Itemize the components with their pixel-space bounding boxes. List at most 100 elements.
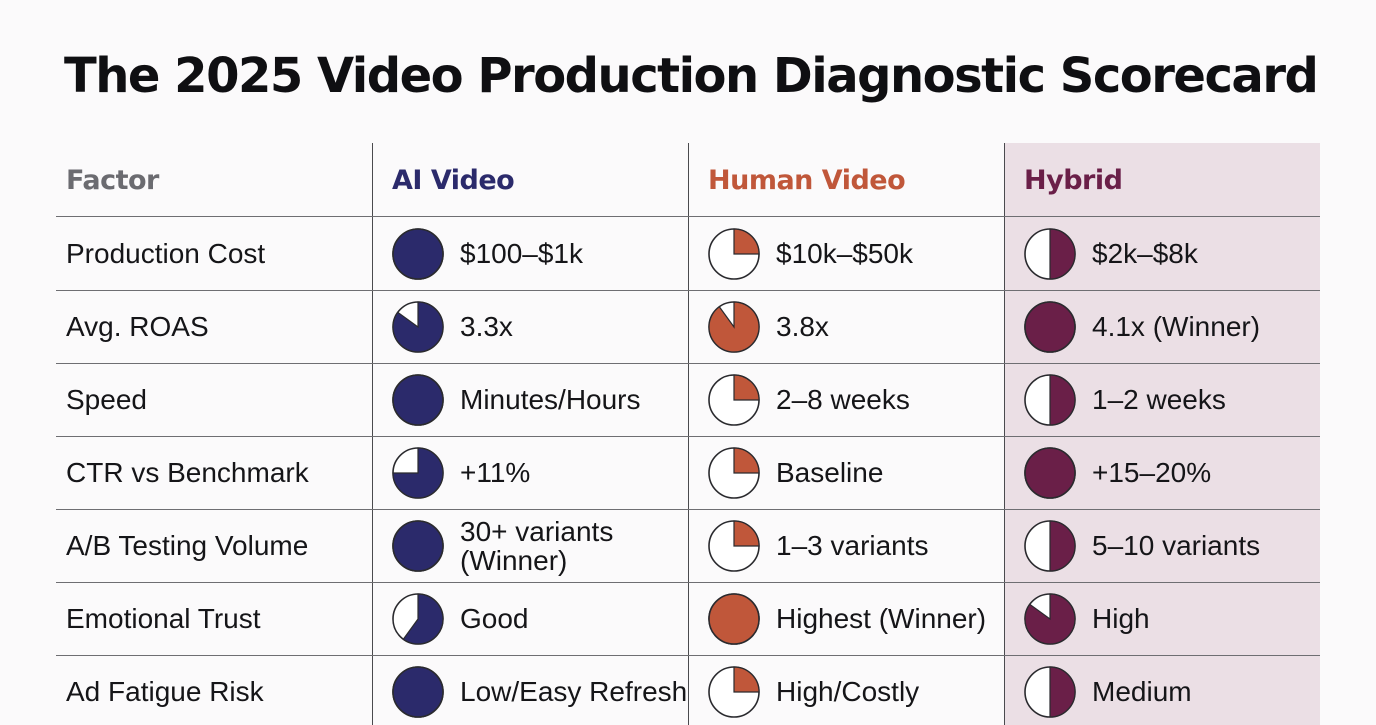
harvey-ball-fill [1024,446,1076,499]
cell-value: High [1092,603,1150,634]
harvey-ball-icon [708,227,760,280]
cell-value: 1–2 weeks [1092,384,1226,415]
header-hybrid: Hybrid [1024,164,1123,196]
cell-value: +11% [460,457,531,488]
harvey-ball-fill [1049,665,1076,718]
harvey-ball-fill [392,227,444,280]
cell-human: Highest (Winner) [708,582,986,655]
cell-ai: $100–$1k [392,217,583,290]
harvey-ball-icon [392,665,444,718]
harvey-ball-icon [392,300,444,353]
factor-label: Production Cost [66,237,266,269]
harvey-ball-fill [1049,227,1076,280]
harvey-ball-fill [733,446,760,474]
table-row: Speed Minutes/Hours 2–8 weeks 1–2 weeks [56,363,1320,436]
cell-value: 2–8 weeks [776,384,910,415]
harvey-ball-icon [708,592,760,645]
table-row: Ad Fatigue Risk Low/Easy Refresh High/Cost… [56,655,1320,725]
cell-value: 3.3x [460,311,513,342]
cell-human: 2–8 weeks [708,363,910,436]
harvey-ball-fill [708,300,760,353]
cell-value: 1–3 variants [776,530,929,561]
harvey-ball-fill [392,665,444,718]
cell-value: +15–20% [1092,457,1212,488]
harvey-ball-icon [1024,665,1076,718]
cell-ai: +11% [392,436,530,509]
cell-ai: Low/Easy Refresh [392,655,687,725]
cell-ai: 3.3x [392,290,513,363]
harvey-ball-fill [402,592,444,645]
cell-hybrid: Medium [1024,655,1192,725]
cell-human: 3.8x [708,290,829,363]
factor-label: A/B Testing Volume [66,529,309,561]
harvey-ball-icon [1024,592,1076,645]
factor-label: Avg. ROAS [66,310,209,342]
cell-value: 30+ variants (Winner) [460,515,614,576]
table-row: Avg. ROAS 3.3x 3.8x 4.1x (Winner) [56,290,1320,363]
row-divider [56,216,1320,217]
harvey-ball-icon [392,227,444,280]
factor-label: Speed [66,383,147,415]
table-row: Production Cost $100–$1k $10k–$50k $2k–$8k [56,217,1320,290]
harvey-ball-fill [1049,519,1076,572]
row-divider [56,509,1320,510]
harvey-ball-fill [1024,592,1076,645]
cell-value: Low/Easy Refresh [460,676,688,707]
cell-value: Minutes/Hours [460,384,641,415]
cell-ai: 30+ variants (Winner) [392,509,613,582]
page-title: The 2025 Video Production Diagnostic Sco… [64,48,1319,104]
row-divider [56,363,1320,364]
cell-hybrid: $2k–$8k [1024,217,1198,290]
harvey-ball-fill [733,227,760,255]
harvey-ball-fill [392,519,444,572]
harvey-ball-icon [708,519,760,572]
harvey-ball-icon [1024,227,1076,280]
table-row: A/B Testing Volume 30+ variants (Winner) 1… [56,509,1320,582]
harvey-ball-icon [708,446,760,499]
cell-value: 5–10 variants [1092,530,1261,561]
harvey-ball-icon [708,300,760,353]
row-divider [56,582,1320,583]
cell-value: $10k–$50k [776,238,914,269]
cell-value: Highest (Winner) [776,603,987,634]
cell-hybrid: 1–2 weeks [1024,363,1226,436]
cell-value: $2k–$8k [1092,238,1198,269]
scorecard-table: Factor AI Video Human Video Hybrid Produ… [56,143,1320,725]
harvey-ball-icon [392,519,444,572]
cell-ai: Good [392,582,529,655]
cell-ai: Minutes/Hours [392,363,641,436]
harvey-ball-fill [392,300,444,353]
table-row: CTR vs Benchmark +11% Baseline +15–20% [56,436,1320,509]
harvey-ball-icon [1024,373,1076,426]
harvey-ball-fill [708,592,760,645]
harvey-ball-icon [1024,300,1076,353]
header-human-video: Human Video [708,164,906,196]
row-divider [56,290,1320,291]
cell-value: 3.8x [776,311,829,342]
row-divider [56,436,1320,437]
header-ai-video: AI Video [392,164,515,196]
harvey-ball-fill [1024,300,1076,353]
factor-label: Ad Fatigue Risk [66,675,264,707]
cell-value: $100–$1k [460,238,584,269]
cell-value: 4.1x (Winner) [1092,311,1261,342]
harvey-ball-icon [392,446,444,499]
cell-value: Good [460,603,529,634]
cell-human: High/Costly [708,655,919,725]
harvey-ball-fill [733,373,760,401]
harvey-ball-fill [733,665,760,693]
harvey-ball-fill [392,446,444,499]
cell-human: $10k–$50k [708,217,913,290]
harvey-ball-icon [392,373,444,426]
cell-hybrid: 4.1x (Winner) [1024,290,1260,363]
cell-value: High/Costly [776,676,920,707]
cell-human: 1–3 variants [708,509,929,582]
cell-value: Baseline [776,457,884,488]
harvey-ball-fill [733,519,760,547]
harvey-ball-icon [708,665,760,718]
factor-label: CTR vs Benchmark [66,456,309,488]
column-divider [372,143,373,725]
cell-hybrid: 5–10 variants [1024,509,1260,582]
header-factor: Factor [66,164,159,196]
